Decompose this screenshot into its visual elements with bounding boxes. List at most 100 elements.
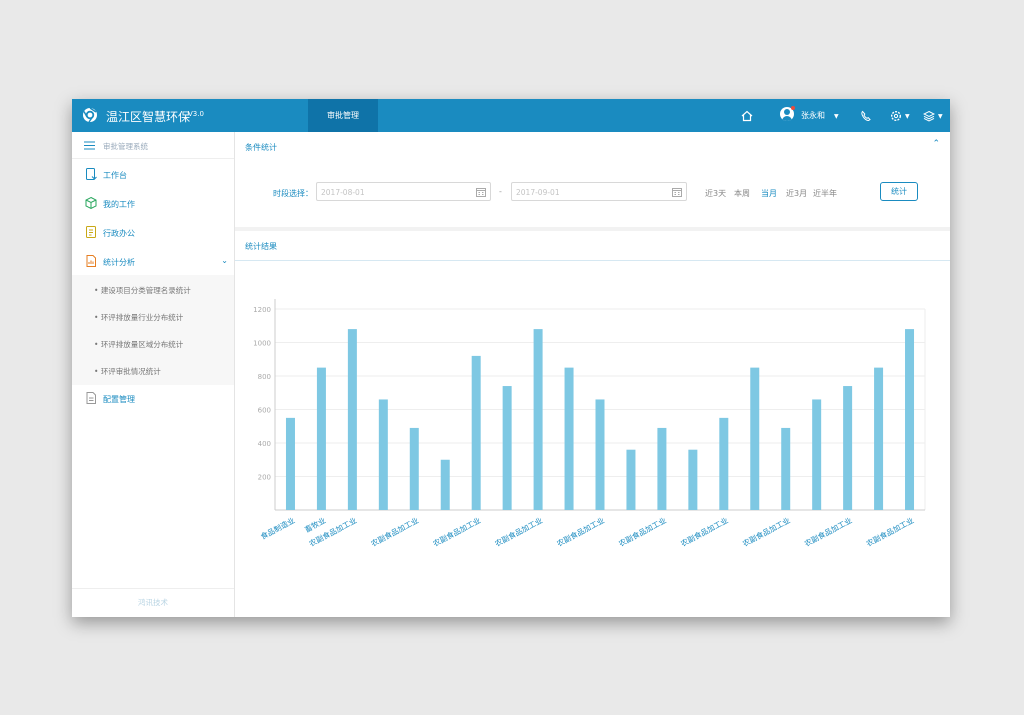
bar [626,449,636,510]
chrome-logo-icon [83,107,97,123]
layers-icon[interactable] [923,109,935,123]
y-tick-label: 400 [258,440,271,448]
bar [719,417,729,510]
layers-chevron-down-icon[interactable]: ▼ [938,112,943,120]
x-tick-label: 农副食品加工业 [369,515,420,549]
sidebar-item-config-management[interactable]: 配置管理 [72,388,234,410]
x-tick-label: 农副食品加工业 [555,515,606,549]
y-tick-label: 200 [258,474,271,482]
sidebar-item-label: 我的工作 [103,200,135,209]
bar [533,329,543,510]
chevron-up-icon[interactable]: ⌃ [932,139,940,149]
chevron-down-icon: ⌄ [221,256,228,265]
user-chevron-down-icon[interactable]: ▼ [834,112,839,120]
sidebar-item-my-work[interactable]: 我的工作 [72,193,234,215]
section-divider [235,227,950,231]
x-tick-label: 农副食品加工业 [803,515,854,549]
tablet-icon [86,168,97,180]
bar [595,399,605,510]
x-tick-label: 农副食品加工业 [617,515,668,549]
bar [750,367,760,510]
y-tick-label: 600 [258,407,271,415]
submenu-item[interactable]: • 环评排放量行业分布统计 [94,313,184,322]
submenu-item[interactable]: • 环评排放量区域分布统计 [94,340,184,349]
end-date-value: 2017-09-01 [516,188,560,197]
bar [471,355,481,510]
result-section-title: 统计结果 [245,242,277,251]
app-title: 温江区智慧环保 [106,110,191,124]
stats-submenu: • 建设项目分类管理名录统计 • 环评排放量行业分布统计 • 环评排放量区域分布… [72,275,234,385]
sidebar-item-label: 配置管理 [103,395,135,404]
chart-doc-icon [86,255,96,267]
menu-icon[interactable] [84,141,95,150]
main-content: 条件统计 ⌃ 时段选择： 2017-08-01 - 2017-09-01 近3天… [235,132,950,617]
calendar-icon[interactable] [672,187,682,197]
bar [316,367,326,510]
submenu-item[interactable]: • 建设项目分类管理名录统计 [94,286,191,295]
start-date-input[interactable]: 2017-08-01 [316,182,491,201]
sidebar-header: 审批管理系统 [72,132,234,159]
bar [781,427,791,510]
sidebar-item-label: 工作台 [103,171,127,180]
app-version: V3.0 [188,110,204,118]
end-date-input[interactable]: 2017-09-01 [511,182,687,201]
bar [409,427,419,510]
home-icon[interactable] [741,109,753,123]
sidebar-item-workbench[interactable]: 工作台 [72,164,234,186]
y-tick-label: 800 [258,373,271,381]
statistics-button[interactable]: 统计 [880,182,918,201]
quick-range-month[interactable]: 当月 [761,189,777,198]
document-icon [86,226,96,238]
sidebar-item-label: 行政办公 [103,229,135,238]
bar [905,329,915,510]
date-range-separator: - [499,187,502,196]
bar [657,427,667,510]
bar [812,399,822,510]
sidebar-item-label: 统计分析 [103,258,135,267]
filter-section-title: 条件统计 [245,143,277,152]
period-label: 时段选择： [273,189,313,198]
bar [378,399,388,510]
app-window: 温江区智慧环保 V3.0 审批管理 张永和 ▼ ▼ ▼ 审批管理系统 [72,99,950,617]
bar [564,367,574,510]
bar [440,459,450,510]
notification-dot [791,106,795,110]
bar [502,386,512,510]
settings-chevron-down-icon[interactable]: ▼ [905,112,910,120]
calendar-icon[interactable] [476,187,486,197]
x-tick-label: 农副食品加工业 [493,515,544,549]
start-date-value: 2017-08-01 [321,188,365,197]
x-tick-label: 农副食品加工业 [431,515,482,549]
x-tick-label: 食品制造业 [259,515,297,542]
top-bar: 温江区智慧环保 V3.0 审批管理 张永和 ▼ ▼ ▼ [72,99,950,132]
bar [874,367,884,510]
bar [843,386,853,510]
cube-icon [85,196,97,210]
quick-range-half-year[interactable]: 近半年 [813,189,837,198]
x-tick-label: 农副食品加工业 [864,515,915,549]
x-tick-label: 农副食品加工业 [679,515,730,549]
quick-range-3months[interactable]: 近3月 [786,189,808,198]
quick-range-3days[interactable]: 近3天 [705,189,727,198]
sidebar-footer: 鸿讯技术 [72,588,234,617]
user-name[interactable]: 张永和 [801,111,825,120]
avatar[interactable] [780,107,794,121]
phone-icon[interactable] [860,109,872,123]
sidebar-item-stats-analysis[interactable]: 统计分析 ⌄ [72,251,234,273]
gear-icon[interactable] [890,109,902,123]
section-divider [235,260,950,261]
x-tick-label: 农副食品加工业 [741,515,792,549]
y-tick-label: 1200 [253,306,271,314]
sidebar-header-title: 审批管理系统 [103,142,148,151]
bar [347,329,357,510]
sidebar: 审批管理系统 工作台 我的工作 行政办公 [72,132,235,617]
tab-approval-management[interactable]: 审批管理 [308,99,378,132]
y-tick-label: 1000 [253,340,271,348]
submenu-item[interactable]: • 环评审批情况统计 [94,367,161,376]
file-icon [86,392,96,404]
bar [285,417,295,510]
bar [688,449,698,510]
quick-range-week[interactable]: 本周 [734,189,750,198]
sidebar-item-admin-office[interactable]: 行政办公 [72,222,234,244]
